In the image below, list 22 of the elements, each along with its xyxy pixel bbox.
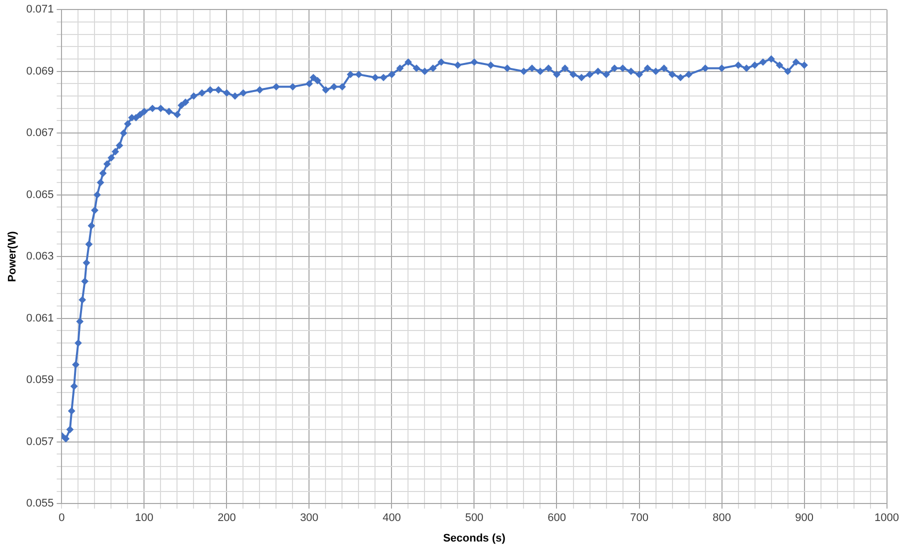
y-axis-title: Power(W) <box>6 230 19 282</box>
y-tick-label: 0.067 <box>26 127 54 140</box>
y-tick-label: 0.071 <box>26 4 54 16</box>
x-axis-title: Seconds (s) <box>443 532 506 544</box>
x-tick-label: 700 <box>630 512 648 524</box>
x-tick-label: 200 <box>218 512 236 524</box>
x-tick-label: 300 <box>300 512 318 524</box>
x-tick-label: 600 <box>548 512 566 524</box>
y-tick-label: 0.055 <box>26 498 54 510</box>
x-tick-label: 800 <box>712 512 731 524</box>
y-tick-label: 0.065 <box>26 188 54 201</box>
x-tick-label: 100 <box>135 512 154 524</box>
y-tick-label: 0.063 <box>26 250 54 263</box>
x-tick-label: 0 <box>58 512 65 524</box>
x-tick-label: 500 <box>465 512 484 524</box>
y-tick-label: 0.061 <box>26 312 54 324</box>
x-tick-label: 400 <box>382 512 401 524</box>
y-tick-label: 0.057 <box>26 436 54 448</box>
y-tick-label: 0.069 <box>26 65 54 78</box>
x-tick-label: 1000 <box>874 512 900 524</box>
y-tick-label: 0.059 <box>26 374 54 386</box>
x-tick-label: 900 <box>795 512 814 524</box>
